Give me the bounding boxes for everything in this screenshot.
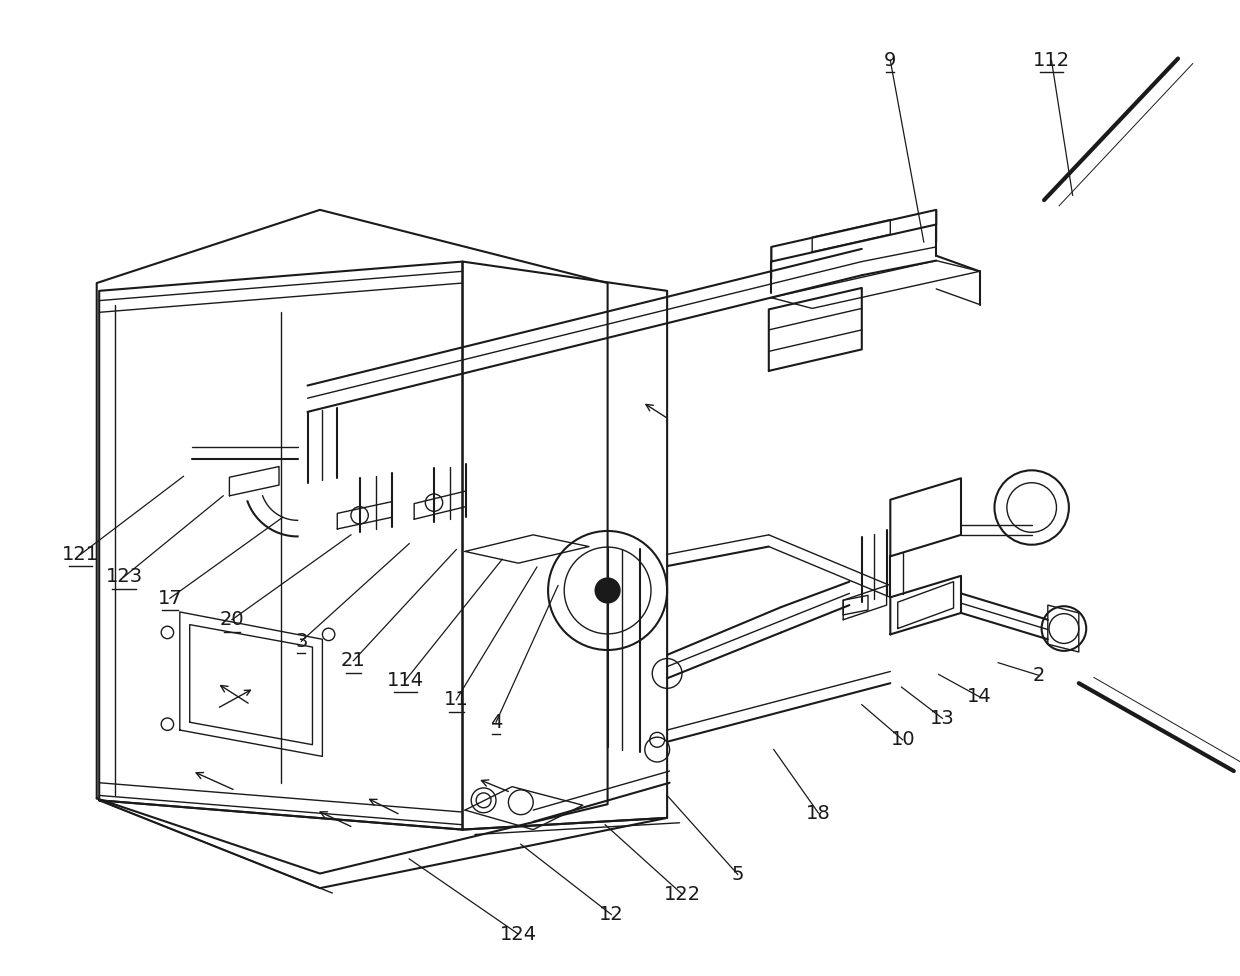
Text: 12: 12 — [599, 905, 624, 924]
Text: 121: 121 — [62, 545, 99, 564]
Text: 9: 9 — [884, 51, 897, 70]
Text: 11: 11 — [444, 690, 469, 710]
Text: 114: 114 — [387, 671, 424, 690]
Text: 123: 123 — [105, 567, 143, 587]
Text: 20: 20 — [219, 610, 244, 630]
Text: 2: 2 — [1033, 666, 1045, 685]
Text: 4: 4 — [490, 712, 502, 732]
Text: 3: 3 — [295, 631, 308, 651]
Text: 124: 124 — [500, 924, 537, 944]
Circle shape — [595, 578, 620, 603]
Text: 18: 18 — [806, 803, 831, 823]
Text: 5: 5 — [732, 865, 744, 884]
Text: 21: 21 — [341, 651, 366, 671]
Text: 14: 14 — [967, 687, 992, 707]
Text: 112: 112 — [1033, 51, 1070, 70]
Text: 10: 10 — [890, 730, 915, 750]
Text: 122: 122 — [663, 884, 701, 904]
Text: 17: 17 — [157, 589, 182, 608]
Text: 13: 13 — [930, 709, 955, 728]
